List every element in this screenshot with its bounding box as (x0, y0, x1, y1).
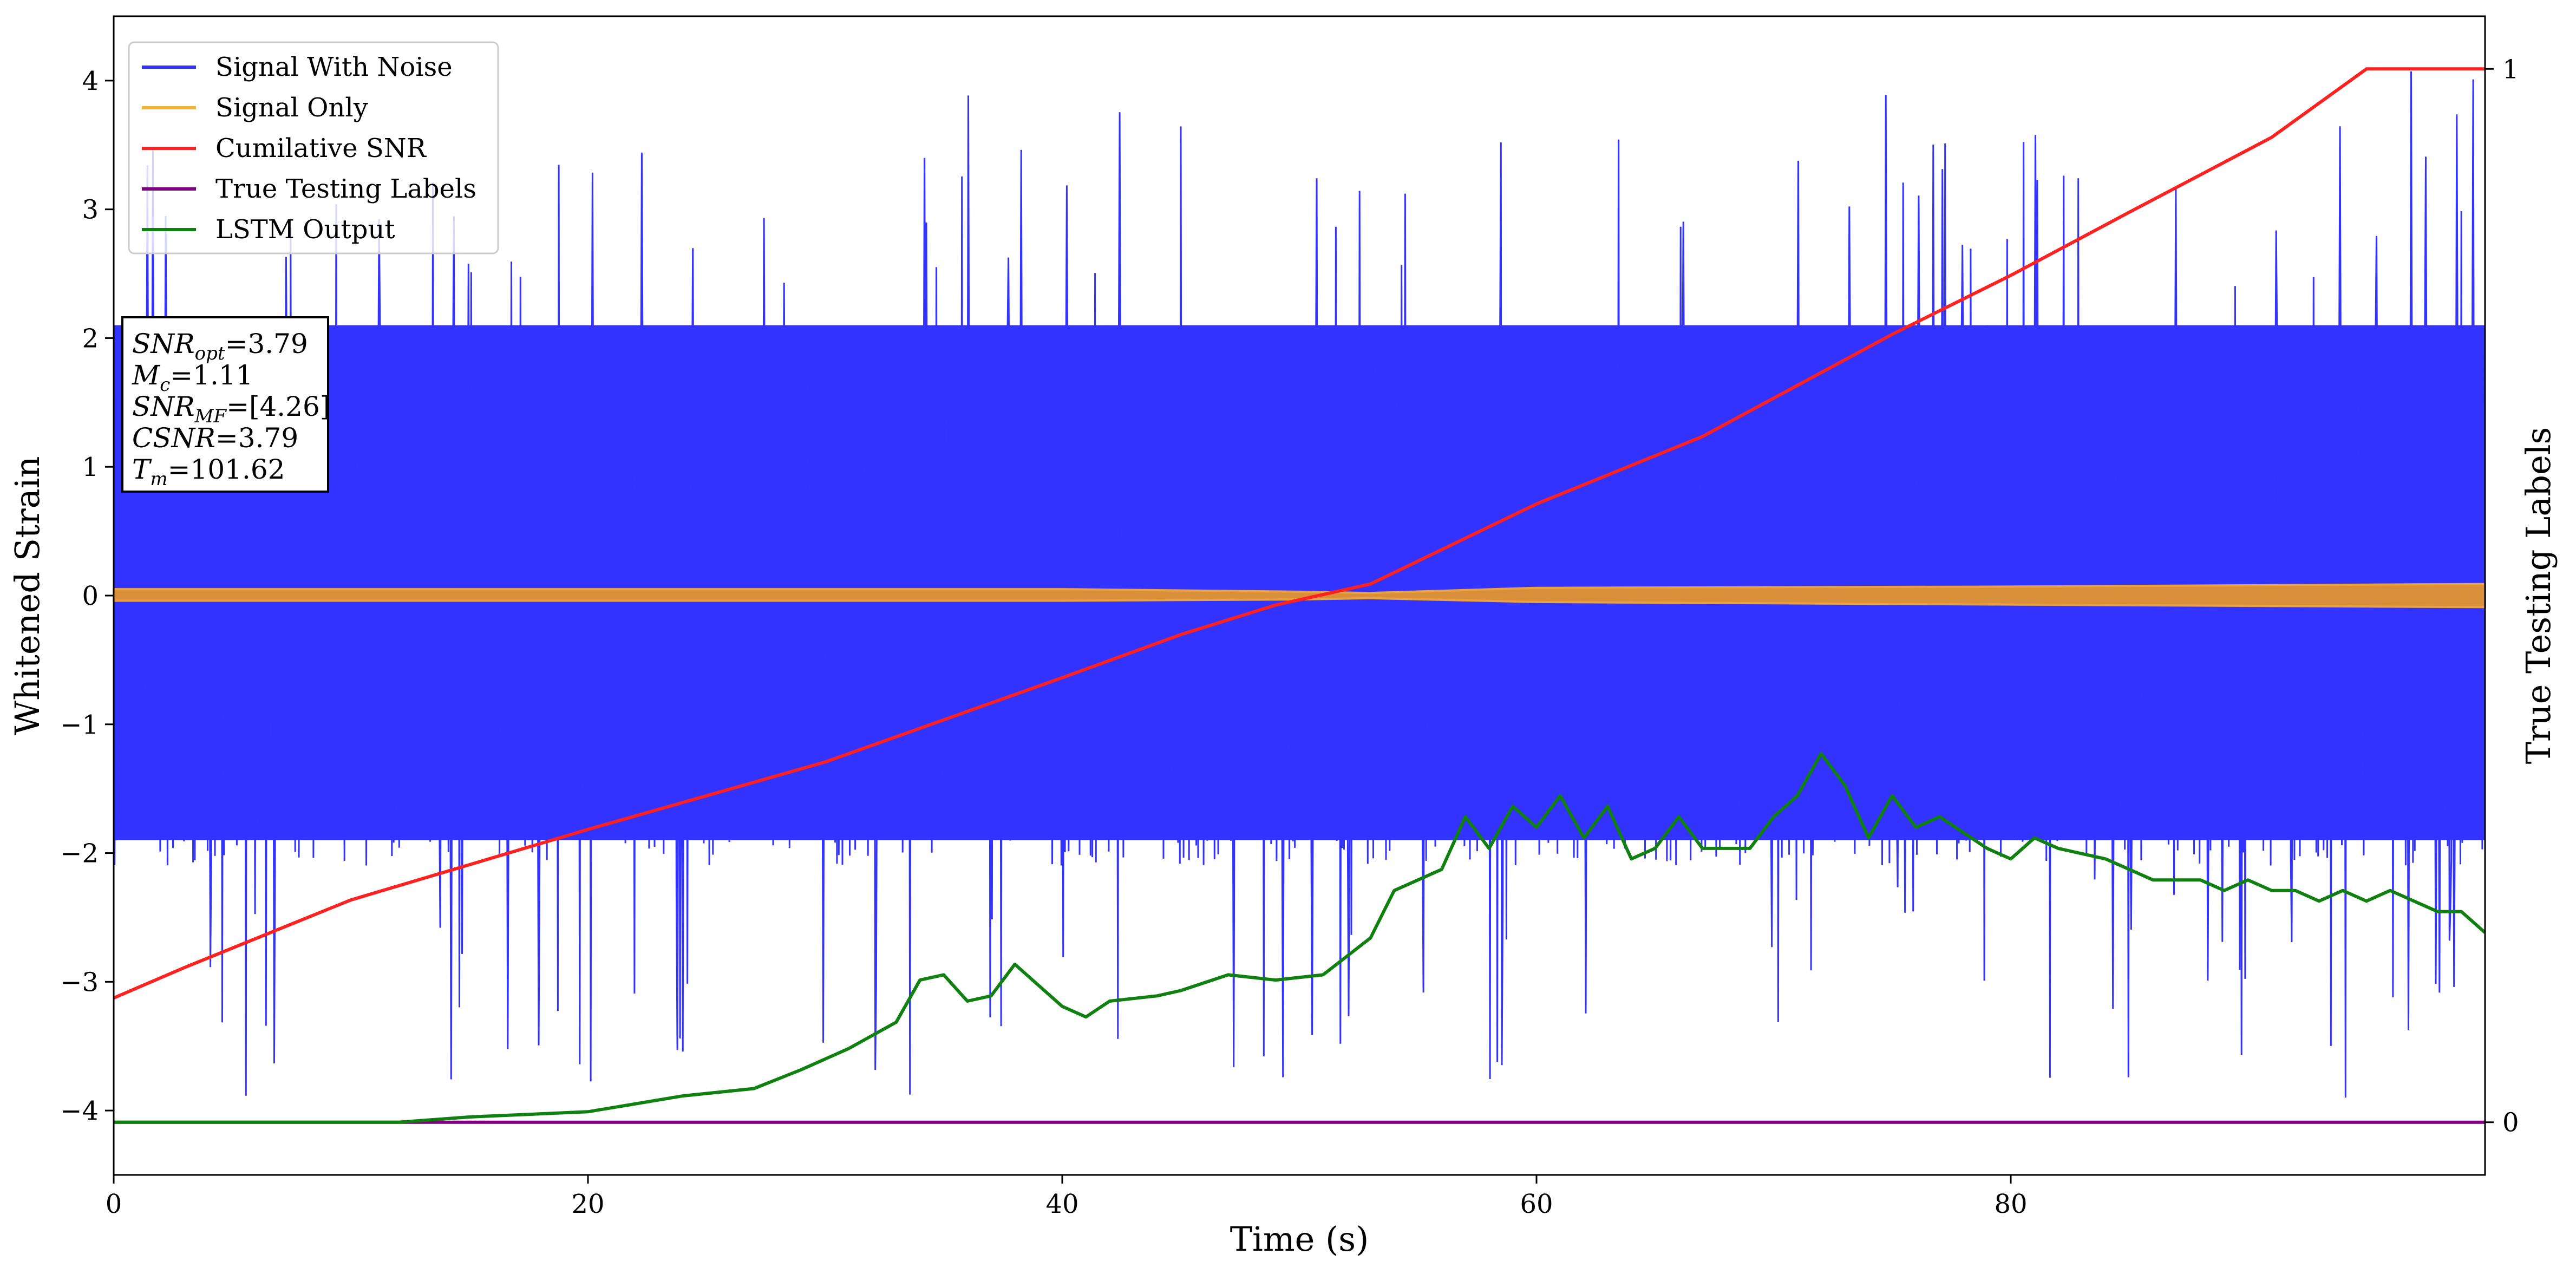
x-axis-label: Time (s) (1230, 1219, 1369, 1259)
parameter-line: Mc=1.11 (132, 360, 253, 396)
signal-with-noise-line (113, 71, 2486, 1098)
x-tick-label: 20 (571, 1189, 604, 1219)
parameter-box: SNRopt=3.79Mc=1.11SNRMF=[4.26]CSNR=3.79T… (121, 316, 330, 493)
legend-label: LSTM Output (215, 214, 395, 245)
x-axis-ticks: 0 20 40 60 80 (106, 1175, 2028, 1219)
x-tick-label: 60 (1520, 1189, 1553, 1219)
legend-label: Cumilative SNR (215, 133, 427, 164)
lstm-output-line (114, 752, 2486, 1124)
legend: Signal With Noise Signal Only Cumilative S… (128, 41, 499, 254)
signal-with-noise-layer (113, 71, 2486, 1098)
line-series-layer (113, 67, 2486, 1124)
legend-frame (128, 41, 499, 254)
legend-label: True Testing Labels (215, 174, 476, 204)
y2-tick-label: 1 (2502, 54, 2519, 84)
y-tick-label: −1 (60, 710, 99, 740)
cumilative-snr-line (113, 67, 2485, 999)
y2-axis-ticks: 10 (2485, 54, 2519, 1138)
y-tick-label: −4 (60, 1096, 99, 1126)
x-tick-label: 80 (1994, 1189, 2027, 1219)
y-tick-label: 2 (82, 323, 99, 354)
y2-axis-label: True Testing Labels (2519, 427, 2558, 765)
y2-tick-label: 0 (2502, 1108, 2519, 1138)
y-axis-label: Whitened Strain (8, 456, 47, 735)
y-tick-label: −2 (60, 839, 99, 869)
parameter-line: SNRopt=3.79 (132, 328, 308, 364)
y-tick-label: 0 (82, 581, 99, 611)
x-tick-label: 40 (1045, 1189, 1078, 1219)
parameter-line: SNRMF=[4.26] (132, 391, 330, 427)
x-tick-label: 0 (106, 1189, 122, 1219)
parameter-line: CSNR=3.79 (132, 422, 298, 454)
y-tick-label: 1 (82, 452, 99, 482)
parameter-line: Tm=101.62 (132, 454, 285, 490)
legend-label: Signal Only (215, 93, 368, 123)
y-axis-ticks: 4 3 2 1 0 −1 −2 −3 −4 (60, 66, 114, 1126)
y-tick-label: 4 (82, 66, 99, 96)
y-tick-label: −3 (60, 967, 99, 997)
legend-label: Signal With Noise (215, 52, 453, 82)
parameter-box-frame (121, 316, 329, 493)
y-tick-label: 3 (82, 195, 99, 225)
